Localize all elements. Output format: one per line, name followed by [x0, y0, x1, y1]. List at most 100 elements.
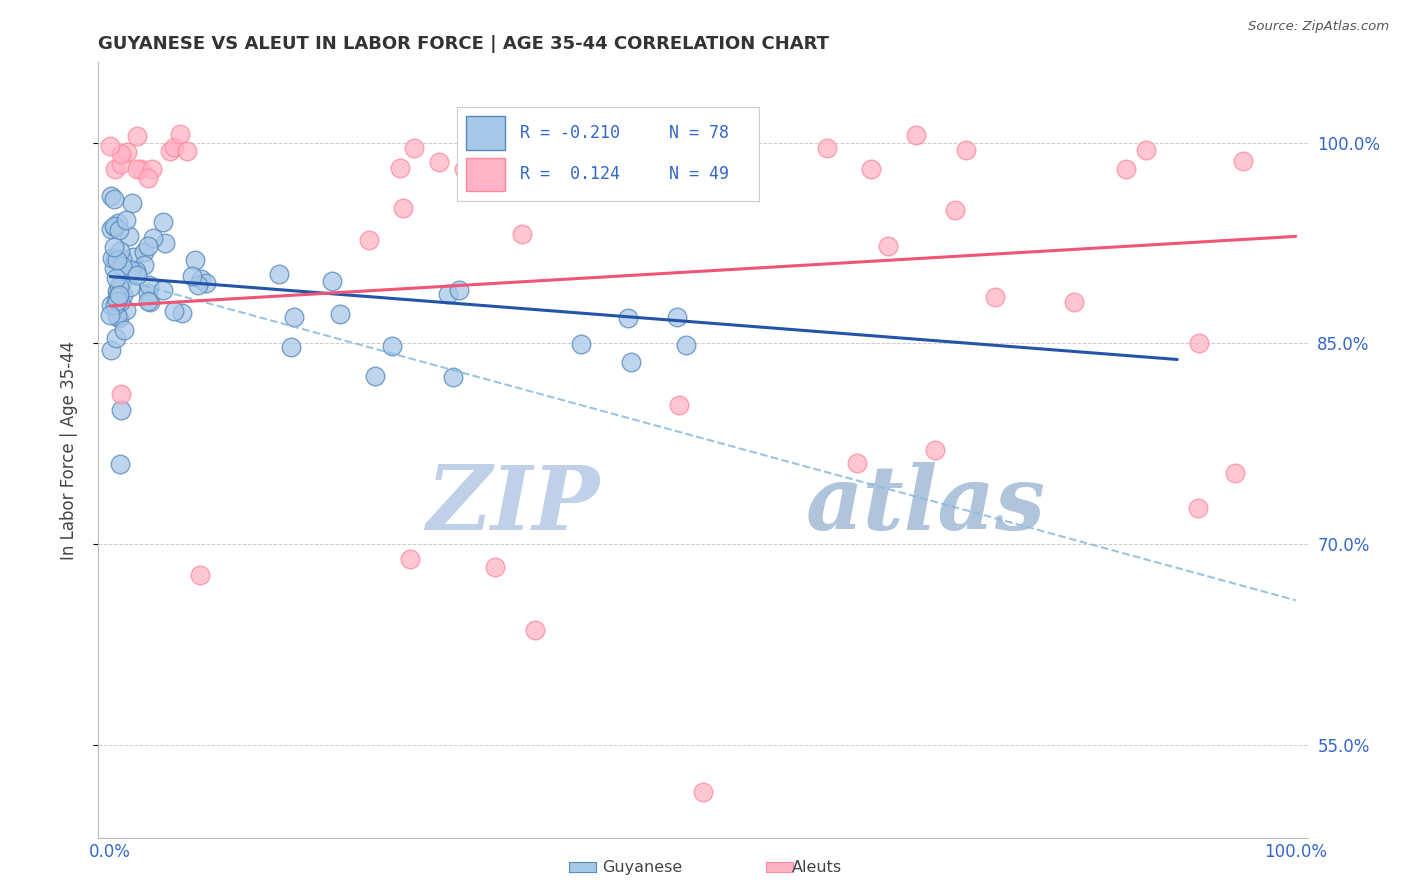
Point: [163, 140, 186, 154]
Point: [108, 244, 131, 259]
Point: [117, 229, 139, 244]
Point: [668, 398, 690, 412]
Point: [115, 302, 138, 317]
Text: GUYANESE VS ALEUT IN LABOR FORCE | AGE 35-44 CORRELATION CHART: GUYANESE VS ALEUT IN LABOR FORCE | AGE 3…: [98, 35, 830, 53]
Point: [120, 263, 142, 277]
Point: [453, 162, 475, 177]
Point: [283, 310, 305, 324]
Point: [195, 277, 218, 291]
Point: [188, 567, 211, 582]
Point: [548, 145, 571, 159]
Point: [104, 331, 127, 345]
Point: [1225, 467, 1247, 481]
Point: [449, 283, 471, 297]
Point: [845, 456, 868, 470]
Point: [100, 189, 122, 203]
Point: [110, 252, 132, 266]
Text: N = 78: N = 78: [669, 124, 728, 142]
Point: [524, 623, 547, 637]
Point: [184, 253, 207, 268]
Point: [399, 552, 422, 566]
Point: [115, 145, 138, 159]
Point: [134, 245, 156, 260]
Point: [815, 141, 838, 155]
Point: [1063, 294, 1085, 309]
Point: [1135, 143, 1157, 157]
Point: [924, 442, 946, 457]
Point: [110, 386, 132, 401]
Point: [943, 202, 966, 217]
Text: Guyanese: Guyanese: [602, 860, 682, 874]
Point: [169, 127, 191, 141]
Point: [392, 201, 415, 215]
Point: [105, 284, 128, 298]
Point: [955, 143, 977, 157]
Point: [103, 240, 125, 254]
Point: [905, 128, 928, 142]
Point: [152, 283, 174, 297]
Point: [1232, 153, 1254, 168]
Point: [617, 310, 640, 325]
Point: [104, 220, 127, 235]
Point: [104, 162, 127, 177]
Point: [111, 259, 134, 273]
Point: [100, 222, 122, 236]
Point: [125, 128, 148, 143]
Point: [103, 260, 125, 275]
Point: [105, 293, 128, 308]
Point: [105, 270, 128, 285]
Point: [163, 304, 186, 318]
Point: [103, 192, 125, 206]
Point: [381, 339, 404, 353]
Point: [110, 156, 132, 170]
Point: [675, 338, 697, 352]
FancyBboxPatch shape: [465, 158, 505, 191]
Point: [357, 233, 380, 247]
Text: ZIP: ZIP: [427, 461, 600, 548]
Point: [364, 368, 387, 383]
Point: [115, 265, 138, 279]
Point: [665, 310, 688, 324]
Point: [984, 290, 1007, 304]
Point: [280, 339, 302, 353]
Point: [138, 286, 160, 301]
Point: [125, 162, 148, 177]
Point: [437, 287, 460, 301]
Point: [170, 306, 193, 320]
Point: [118, 280, 141, 294]
Point: [187, 277, 209, 292]
Point: [108, 223, 131, 237]
Text: N = 49: N = 49: [669, 166, 728, 184]
Point: [112, 288, 135, 302]
Point: [129, 162, 152, 177]
Point: [1115, 162, 1137, 177]
Point: [108, 287, 131, 301]
Point: [190, 271, 212, 285]
Point: [101, 251, 124, 265]
Point: [105, 309, 128, 323]
Point: [703, 144, 725, 158]
Point: [134, 258, 156, 272]
Point: [110, 403, 132, 417]
Point: [98, 139, 121, 153]
FancyBboxPatch shape: [465, 116, 505, 150]
Point: [153, 235, 176, 250]
Point: [1188, 335, 1211, 350]
Point: [105, 289, 128, 303]
Point: [108, 457, 131, 471]
Text: Source: ZipAtlas.com: Source: ZipAtlas.com: [1249, 20, 1389, 33]
Point: [321, 274, 343, 288]
Point: [692, 785, 714, 799]
Point: [105, 252, 128, 267]
Point: [877, 239, 900, 253]
Point: [110, 277, 132, 292]
Point: [108, 285, 131, 299]
Point: [122, 251, 145, 265]
Text: R = -0.210: R = -0.210: [520, 124, 620, 142]
Point: [859, 162, 882, 177]
Point: [484, 560, 506, 574]
Point: [181, 268, 204, 283]
Point: [108, 294, 131, 309]
Point: [404, 141, 426, 155]
Point: [108, 311, 131, 326]
